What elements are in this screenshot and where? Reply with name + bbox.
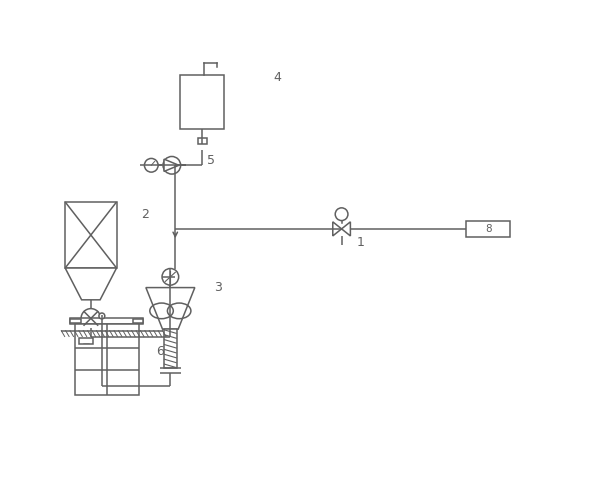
Polygon shape bbox=[341, 222, 350, 236]
Text: 1: 1 bbox=[356, 236, 364, 248]
Polygon shape bbox=[146, 288, 195, 329]
Circle shape bbox=[162, 269, 179, 285]
Bar bbox=[466, 220, 511, 237]
Text: —: — bbox=[82, 340, 89, 346]
Bar bbox=[79, 338, 92, 344]
Bar bbox=[70, 319, 81, 323]
Polygon shape bbox=[333, 222, 341, 236]
Circle shape bbox=[163, 156, 181, 174]
Text: 5: 5 bbox=[207, 154, 215, 167]
Bar bbox=[180, 75, 224, 128]
Bar bbox=[164, 329, 177, 369]
Bar bbox=[198, 138, 206, 144]
Circle shape bbox=[99, 313, 105, 319]
Text: 2: 2 bbox=[141, 208, 149, 221]
Circle shape bbox=[335, 208, 348, 220]
Bar bbox=[65, 202, 116, 268]
Bar bbox=[75, 324, 139, 395]
Polygon shape bbox=[65, 268, 116, 300]
Bar bbox=[133, 319, 143, 323]
Bar bbox=[70, 318, 143, 324]
Text: 3: 3 bbox=[214, 281, 222, 294]
Text: 6: 6 bbox=[155, 345, 164, 358]
Circle shape bbox=[81, 308, 101, 328]
Text: 4: 4 bbox=[273, 71, 281, 84]
Polygon shape bbox=[164, 159, 179, 171]
Text: 8: 8 bbox=[485, 224, 491, 234]
Circle shape bbox=[145, 158, 158, 172]
